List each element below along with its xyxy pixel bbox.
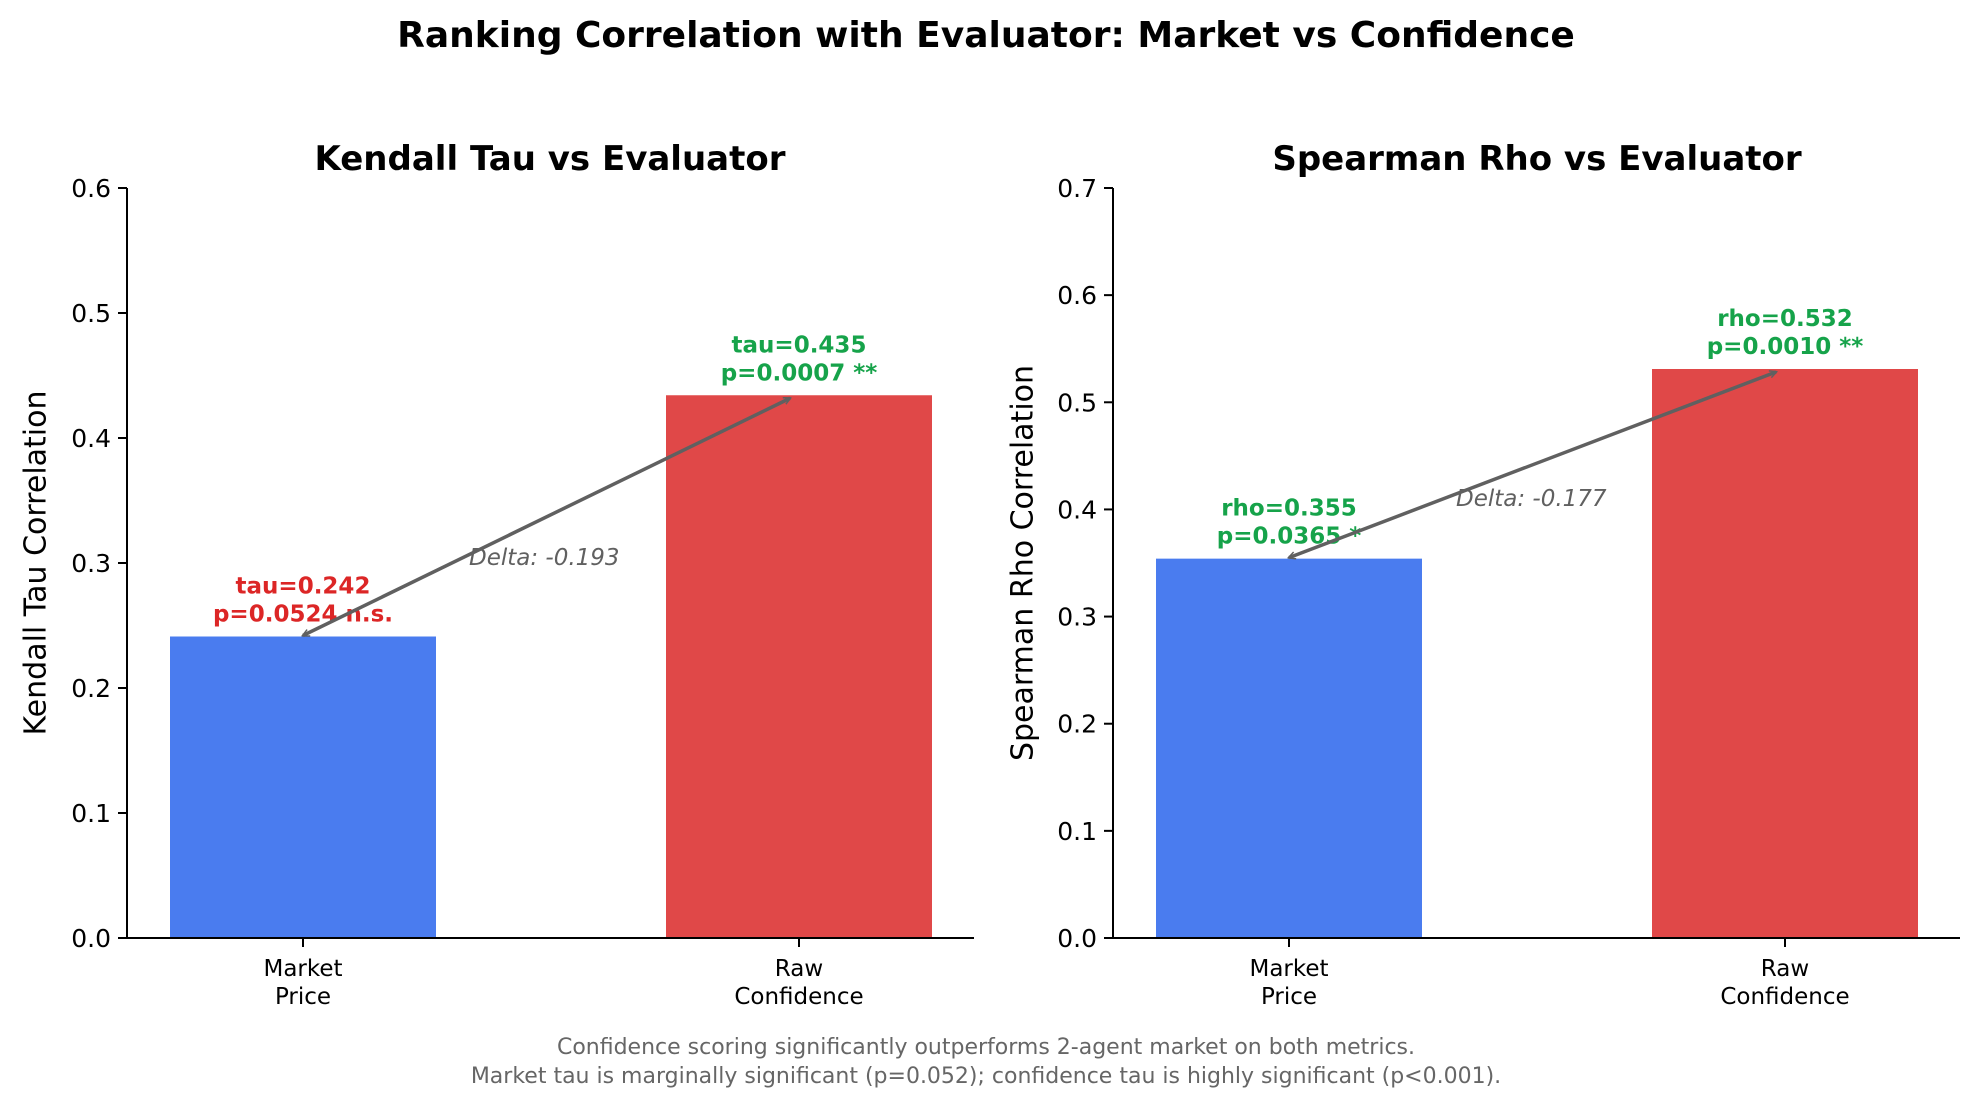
delta-label: Delta: -0.177 bbox=[1456, 486, 1607, 512]
x-tick-label: Price bbox=[275, 984, 331, 1010]
bar bbox=[1650, 367, 1920, 939]
y-axis-label: Spearman Rho Correlation bbox=[1006, 365, 1041, 761]
y-tick-label: 0.6 bbox=[71, 174, 111, 203]
footnote-line-2: Market tau is marginally significant (p=… bbox=[471, 1064, 1501, 1089]
y-tick-label: 0.0 bbox=[1057, 924, 1097, 953]
figure-title: Ranking Correlation with Evaluator: Mark… bbox=[397, 15, 1575, 56]
bar-data-label: p=0.0007 ** bbox=[721, 360, 878, 386]
y-tick-label: 0.3 bbox=[1057, 603, 1097, 632]
bar bbox=[168, 634, 438, 939]
x-tick-label: Price bbox=[1261, 984, 1317, 1010]
chart-panels: Kendall Tau vs Evaluatortau=0.242p=0.052… bbox=[19, 139, 1960, 1010]
footnote-line-1: Confidence scoring significantly outperf… bbox=[557, 1035, 1415, 1060]
delta-label: Delta: -0.193 bbox=[469, 545, 620, 571]
bar bbox=[664, 393, 934, 939]
y-tick-label: 0.2 bbox=[1057, 710, 1097, 739]
y-tick-label: 0.1 bbox=[71, 799, 111, 828]
y-tick-label: 0.4 bbox=[71, 424, 111, 453]
bar-data-label: tau=0.435 bbox=[732, 332, 867, 358]
panel-title: Spearman Rho vs Evaluator bbox=[1272, 139, 1802, 179]
panel-title: Kendall Tau vs Evaluator bbox=[315, 139, 786, 179]
x-tick-label: Raw bbox=[1761, 956, 1809, 982]
x-tick-label: Market bbox=[263, 956, 342, 982]
delta-arrow bbox=[1289, 372, 1776, 558]
panel-1: Kendall Tau vs Evaluatortau=0.242p=0.052… bbox=[19, 139, 974, 1010]
x-tick-label: Confidence bbox=[1720, 984, 1849, 1010]
bar-data-label: rho=0.532 bbox=[1717, 306, 1853, 332]
y-tick-label: 0.7 bbox=[1057, 174, 1097, 203]
bar-data-label: rho=0.355 bbox=[1221, 496, 1357, 522]
delta-arrow bbox=[303, 396, 790, 638]
y-tick-label: 0.6 bbox=[1057, 281, 1097, 310]
y-tick-label: 0.4 bbox=[1057, 495, 1097, 524]
bar bbox=[1154, 556, 1424, 940]
panel-2: Spearman Rho vs Evaluatorrho=0.355p=0.03… bbox=[1006, 139, 1960, 1010]
y-tick-label: 0.2 bbox=[71, 674, 111, 703]
y-tick-label: 0.5 bbox=[1057, 388, 1097, 417]
y-tick-label: 0.0 bbox=[71, 924, 111, 953]
y-tick-label: 0.1 bbox=[1057, 817, 1097, 846]
x-tick-label: Market bbox=[1249, 956, 1328, 982]
x-tick-label: Confidence bbox=[734, 984, 863, 1010]
bar-data-label: tau=0.242 bbox=[236, 574, 371, 600]
x-tick-label: Raw bbox=[775, 956, 823, 982]
y-tick-label: 0.3 bbox=[71, 549, 111, 578]
y-tick-label: 0.5 bbox=[71, 299, 111, 328]
bar-data-label: p=0.0010 ** bbox=[1707, 334, 1864, 360]
y-axis-label: Kendall Tau Correlation bbox=[19, 391, 54, 736]
